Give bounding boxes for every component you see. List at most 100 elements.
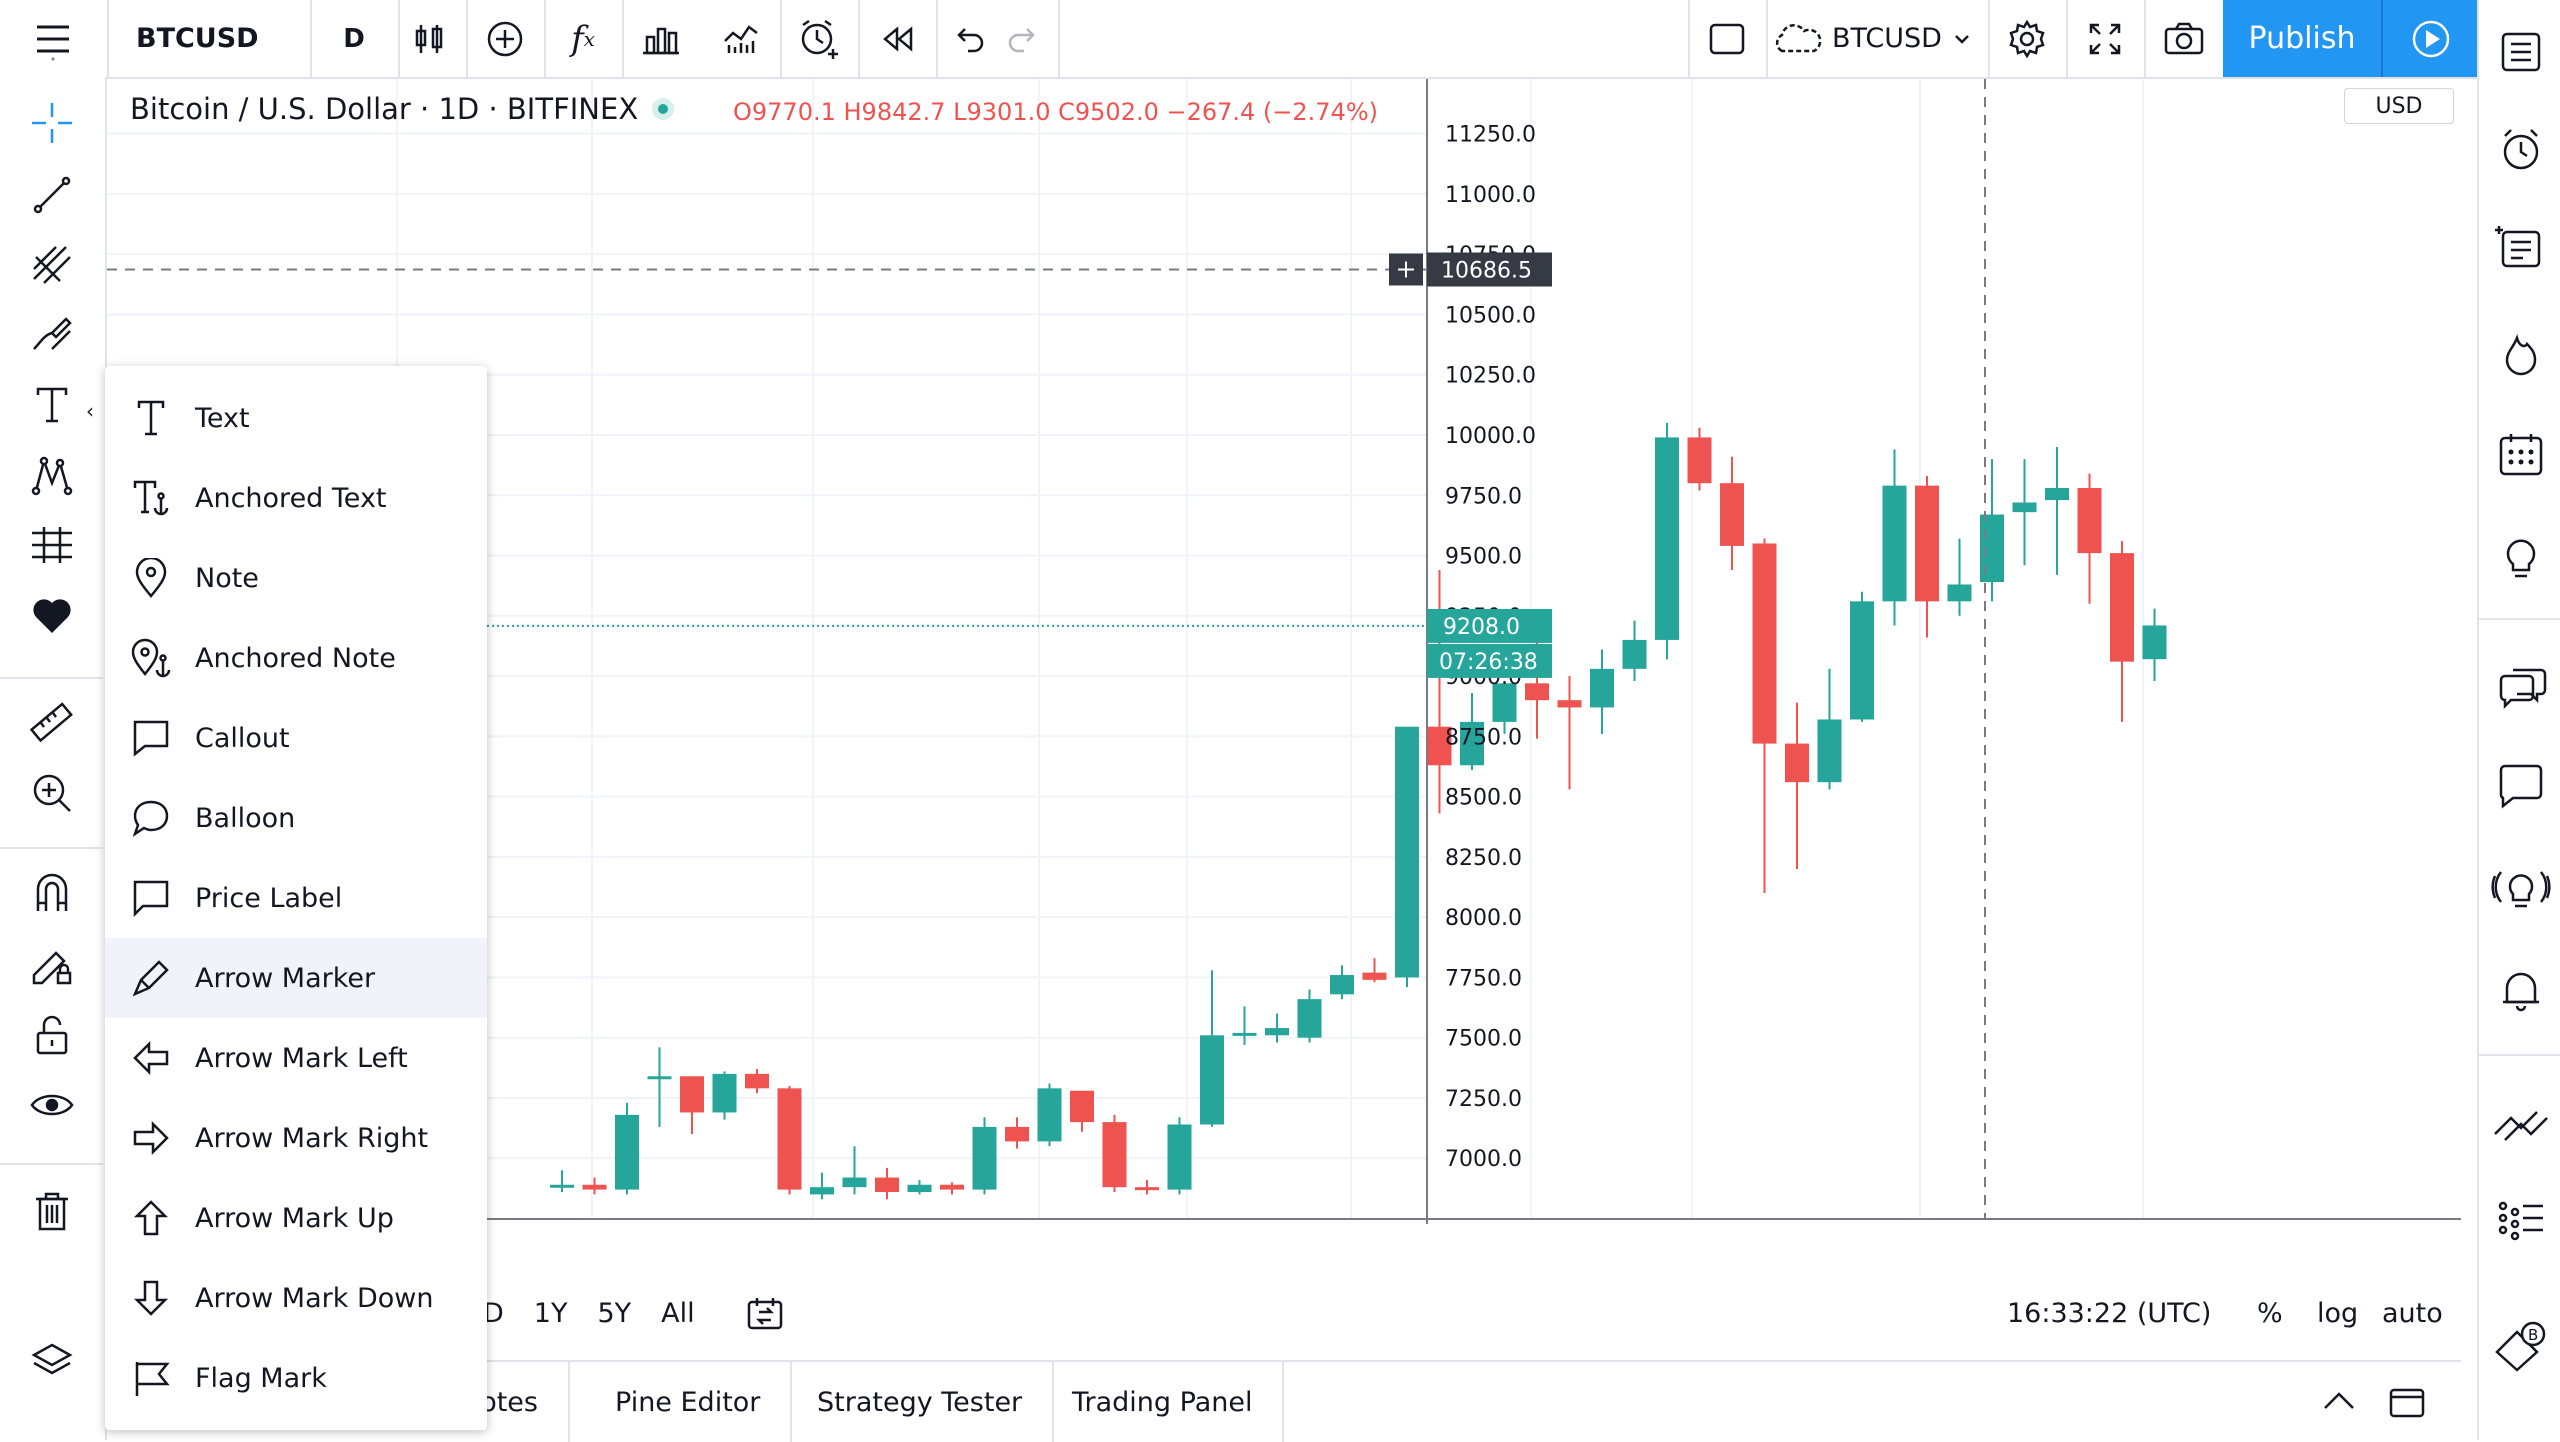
candle-body (1915, 485, 1939, 602)
trash-icon[interactable] (30, 1189, 74, 1233)
streams-lightbulb-icon[interactable] (2491, 862, 2551, 914)
trend-line-icon[interactable] (30, 173, 74, 217)
symbol-search-button[interactable]: BTCUSD (136, 23, 259, 54)
chevron-up-icon[interactable] (2319, 1382, 2359, 1422)
brush-icon[interactable] (30, 313, 74, 357)
menu-item-anchored-text[interactable]: Anchored Text (105, 458, 487, 538)
range-button-5y[interactable]: 5Y (597, 1298, 632, 1329)
range-button-d[interactable]: D (483, 1298, 504, 1329)
candle-body (1232, 1032, 1257, 1036)
menu-item-price-label[interactable]: Price Label (105, 858, 487, 938)
menu-item-arrow-mark-down[interactable]: Arrow Mark Down (105, 1258, 487, 1338)
ideas-lightbulb-icon[interactable] (2497, 534, 2545, 582)
menu-item-arrow-mark-left[interactable]: Arrow Mark Left (105, 1018, 487, 1098)
watchlist-icon[interactable] (2497, 28, 2545, 76)
range-button-1y[interactable]: 1Y (533, 1298, 568, 1329)
dom-ladder-icon[interactable] (2495, 1196, 2547, 1244)
zoom-in-icon[interactable] (30, 771, 74, 815)
replay-icon[interactable] (862, 0, 932, 77)
menu-item-callout[interactable]: Callout (105, 698, 487, 778)
countdown-badge (1427, 643, 1552, 678)
camera-icon[interactable] (2148, 0, 2220, 77)
tab-trading-panel[interactable]: Trading Panel (1042, 1362, 1285, 1442)
data-window-icon[interactable] (2493, 224, 2545, 272)
maximize-panel-icon[interactable] (2387, 1382, 2427, 1422)
alert-add-icon[interactable] (784, 0, 854, 77)
menu-item-anchored-note[interactable]: Anchored Note (105, 618, 487, 698)
eye-icon[interactable] (30, 1083, 74, 1127)
utc-clock[interactable]: 16:33:22 (UTC) (2007, 1298, 2212, 1329)
menu-item-arrow-mark-right[interactable]: Arrow Mark Right (105, 1098, 487, 1178)
candle-body (745, 1073, 769, 1089)
play-icon[interactable] (2381, 0, 2479, 77)
candle-body (712, 1073, 737, 1113)
fib-tool-icon[interactable] (30, 243, 74, 287)
crosshair-icon[interactable] (30, 101, 74, 145)
plus-circle-icon[interactable] (470, 0, 540, 77)
favorites-heart-icon[interactable] (30, 595, 74, 635)
candle-body (1850, 601, 1874, 720)
price-tick-label: 8000.0 (1445, 906, 1522, 931)
pattern-icon[interactable] (30, 453, 74, 497)
menu-item-note[interactable]: Note (105, 538, 487, 618)
templates-icon[interactable] (706, 0, 776, 77)
notifications-bell-icon[interactable] (2497, 966, 2545, 1014)
hotlist-flame-icon[interactable] (2497, 330, 2545, 378)
text-tool-icon[interactable] (30, 383, 74, 427)
date-range-bar: D 1Y 5Y All 16:33:22 (UTC) % log auto (107, 1276, 2461, 1356)
menu-item-flag-mark[interactable]: Flag Mark (105, 1338, 487, 1418)
log-toggle[interactable]: log (2317, 1298, 2359, 1329)
market-trend-icon[interactable] (2493, 1098, 2549, 1146)
candle-body (1590, 668, 1614, 708)
calendar-icon[interactable] (2497, 430, 2545, 478)
range-buttons: D 1Y 5Y All (483, 1298, 695, 1329)
undo-icon[interactable] (940, 0, 996, 77)
candles-chart-icon[interactable] (400, 0, 458, 77)
chat-bubble-icon[interactable] (2497, 762, 2545, 810)
menu-item-label: Anchored Text (195, 482, 387, 514)
candle-body (2142, 625, 2167, 660)
interval-button[interactable]: D (343, 23, 365, 54)
crypto-bitcoin-icon[interactable]: B (2493, 1320, 2549, 1372)
menu-item-arrow-mark-up[interactable]: Arrow Mark Up (105, 1178, 487, 1258)
range-button-all[interactable]: All (661, 1298, 695, 1329)
menu-item-balloon[interactable]: Balloon (105, 778, 487, 858)
last-price-label: 9208.0 (1443, 615, 1520, 640)
candle-body (1200, 1035, 1224, 1125)
settings-icon[interactable] (1992, 0, 2062, 77)
menu-item-arrow-marker[interactable]: Arrow Marker (105, 938, 487, 1018)
candle-body (1037, 1088, 1062, 1142)
candle-body (1687, 437, 1712, 484)
candle-body (1785, 743, 1809, 783)
fullscreen-icon[interactable] (2070, 0, 2140, 77)
object-tree-layers-icon[interactable] (30, 1339, 74, 1383)
price-chart[interactable]: 11250.011000.010750.010500.010250.010000… (107, 79, 2461, 1224)
chart-pane[interactable]: 11250.011000.010750.010500.010250.010000… (107, 79, 2461, 1224)
tab-strategy-tester[interactable]: Strategy Tester (787, 1362, 1055, 1442)
redo-icon[interactable] (996, 0, 1052, 77)
financials-icon[interactable] (626, 0, 696, 77)
prediction-measure-icon[interactable] (30, 523, 74, 567)
tab-pine-editor[interactable]: Pine Editor (585, 1362, 793, 1442)
layout-save-button[interactable]: BTCUSD (1770, 0, 1980, 77)
unlock-icon[interactable] (30, 1013, 74, 1057)
publish-button[interactable]: Publish (2223, 0, 2381, 77)
menu-item-text[interactable]: Text (105, 378, 487, 458)
candle-body (875, 1177, 899, 1192)
percent-toggle[interactable]: % (2257, 1298, 2283, 1329)
auto-toggle[interactable]: auto (2382, 1298, 2443, 1329)
chats-icon[interactable] (2497, 662, 2549, 710)
lock-drawing-icon[interactable] (30, 943, 74, 987)
checkbox-icon[interactable] (1692, 0, 1762, 77)
magnet-icon[interactable] (30, 871, 74, 915)
crosshair-price-label: 10686.5 (1441, 258, 1532, 283)
goto-date-icon[interactable] (745, 1294, 785, 1334)
alarm-clock-icon[interactable] (2497, 126, 2545, 174)
candle-body (1622, 639, 1647, 669)
ruler-icon[interactable] (30, 701, 74, 745)
candle-body (1492, 683, 1517, 722)
currency-label[interactable]: USD (2344, 88, 2454, 124)
hamburger-menu-icon[interactable] (0, 0, 105, 77)
flyout-chevron-icon[interactable]: ‹ (86, 399, 94, 423)
